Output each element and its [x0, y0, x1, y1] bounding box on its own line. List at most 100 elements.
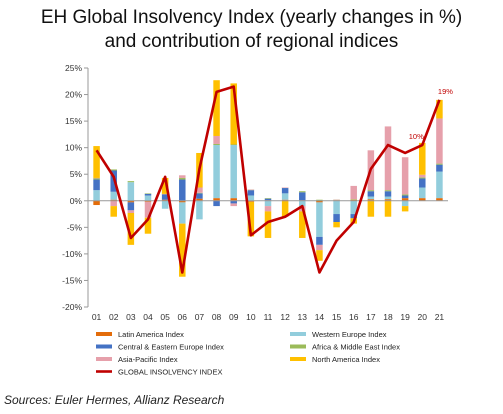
y-tick-label: 25% [65, 63, 82, 73]
bar-segment [436, 163, 443, 165]
bar-segment [127, 212, 135, 245]
bar-segment [110, 169, 117, 171]
bar-segment [401, 206, 409, 212]
annotation-label: 10% [409, 132, 424, 141]
bar-segment [316, 236, 323, 245]
insolvency-chart: -20% -15% -10% -5% 0% 5% 10% 15% 20% 25% 01 02 03 04 0… [62, 63, 453, 377]
bar-segment [419, 142, 426, 175]
bar-segment [281, 193, 289, 200]
x-tick-label: 04 [143, 312, 153, 322]
bar-segment [299, 211, 306, 238]
bar-segment [144, 200, 152, 202]
y-tick-label: 0% [70, 196, 83, 206]
bar-segment [367, 190, 375, 192]
global-index-line [95, 85, 441, 274]
bar-segment [230, 144, 237, 146]
bar-segment [419, 187, 426, 199]
bar-segment [264, 198, 272, 201]
bar-segment [367, 199, 375, 201]
bar-segment [299, 200, 306, 207]
bar-segment [436, 198, 443, 201]
bar-segment [436, 118, 443, 164]
bar-segment [179, 223, 186, 277]
bar-segment [333, 199, 340, 201]
y-tick-label: -15% [62, 275, 82, 285]
bar-segment [419, 198, 426, 201]
bar-segment [367, 200, 375, 217]
bar-segment [127, 181, 135, 183]
legend-swatch [96, 357, 112, 361]
bar-segment [93, 179, 100, 191]
bar-segment [144, 193, 152, 194]
bar-segment [161, 199, 169, 201]
bar-segment [299, 192, 306, 201]
annotation-label: 19% [438, 87, 453, 96]
chart-title-line-1: EH Global Insolvency Index (yearly chang… [40, 7, 463, 28]
legend-label: Africa & Middle East Index [312, 343, 400, 352]
bar-segment [419, 178, 426, 188]
bar-segment [264, 211, 272, 238]
bar-segment [436, 99, 443, 119]
x-tick-label: 18 [383, 312, 393, 322]
bar-segment [179, 200, 186, 203]
x-tick-label: 10 [246, 312, 256, 322]
x-tick-label: 19 [400, 312, 410, 322]
x-tick-label: 13 [298, 312, 308, 322]
bar-segment [436, 164, 443, 172]
legend-swatch [290, 357, 306, 361]
bar-segment [144, 217, 152, 234]
y-tick-label: -20% [62, 302, 82, 312]
x-tick-label: 20 [418, 312, 428, 322]
bar-segment [213, 200, 220, 207]
bar-segment [127, 202, 135, 211]
bar-segment [230, 203, 237, 207]
bar-segment [350, 214, 357, 219]
bar-segment [367, 196, 375, 200]
bar-segment [93, 177, 100, 180]
bar-segment [401, 195, 409, 199]
x-tick-label: 01 [92, 312, 102, 322]
bar-segment [401, 157, 409, 195]
bar-segment [161, 193, 169, 195]
bar-segment [144, 193, 152, 196]
bar-segment [333, 200, 340, 215]
y-tick-label: -5% [67, 222, 83, 232]
bar-segment [384, 196, 392, 200]
bar-segment [110, 200, 117, 207]
bar-segment [213, 198, 220, 201]
bar-segment [196, 192, 203, 194]
bar-segment [401, 200, 409, 207]
x-tick-label: 05 [160, 312, 170, 322]
chart-title: EH Global Insolvency Index (yearly chang… [0, 6, 503, 54]
bar-segment [196, 198, 203, 201]
bar-segment [316, 202, 323, 237]
legend-label: GLOBAL INSOLVENCY INDEX [118, 368, 222, 377]
bar-segment [213, 143, 220, 146]
x-tick-label: 14 [315, 312, 325, 322]
bar-segment [436, 171, 443, 199]
bar-segment [281, 199, 289, 201]
x-tick-label: 21 [435, 312, 445, 322]
bar-segment [179, 179, 186, 201]
bar-segment [110, 199, 117, 201]
bar-segment [93, 146, 100, 178]
bar-segment [264, 200, 272, 207]
bar-segment [419, 174, 426, 178]
bar-segment [384, 126, 392, 191]
source-note: Sources: Euler Hermes, Allianz Research [4, 393, 225, 407]
bar-segment [333, 214, 340, 223]
x-tick-label: 03 [126, 312, 136, 322]
bar-segment [316, 200, 323, 203]
bar-segment [264, 198, 272, 199]
y-tick-label: -10% [62, 249, 82, 259]
bar-segment [316, 199, 323, 201]
bar-segment [419, 177, 426, 179]
bar-segment [350, 185, 357, 200]
bar-segment [281, 187, 289, 188]
bar-segment [196, 200, 203, 220]
bar-segment [196, 193, 203, 199]
legend-swatch [290, 332, 306, 336]
bar-segment [230, 83, 237, 145]
bar-segment [350, 199, 357, 200]
legend-label: Latin America Index [118, 330, 184, 339]
